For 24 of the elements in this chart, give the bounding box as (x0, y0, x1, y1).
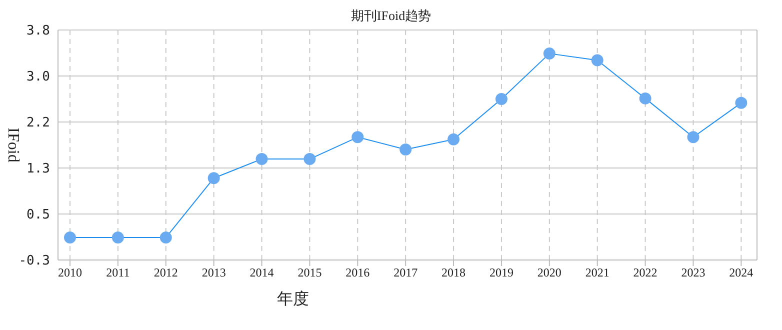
y-tick-label: 1.3 (26, 162, 50, 177)
x-tick-label: 2010 (58, 266, 82, 280)
y-tick-label: 2.2 (26, 116, 50, 131)
y-tick-label: 3.8 (26, 24, 50, 39)
y-tick-label: -0.3 (18, 254, 50, 269)
x-tick-label: 2015 (298, 266, 322, 280)
chart-title: 期刊IFoid趋势 (350, 7, 432, 25)
x-tick-label: 2012 (154, 266, 178, 280)
y-axis-title: IFoid (4, 128, 22, 162)
x-tick-label: 2011 (106, 266, 130, 280)
x-tick-label: 2016 (346, 266, 370, 280)
x-axis-title: 年度 (277, 290, 309, 310)
x-tick-label: 2022 (633, 266, 658, 280)
x-tick-label: 2019 (489, 266, 514, 280)
x-tick-label: 2020 (537, 266, 562, 280)
x-tick-label: 2017 (394, 266, 418, 280)
x-tick-label: 2014 (250, 266, 274, 280)
x-tick-label: 2018 (442, 266, 466, 280)
x-tick-label: 2013 (202, 266, 226, 280)
x-tick-label: 2023 (681, 266, 706, 280)
x-tick-label: 2021 (585, 266, 610, 280)
y-tick-label: 0.5 (26, 208, 50, 223)
y-tick-label: 3.0 (26, 70, 50, 85)
x-tick-label: 2024 (729, 266, 754, 280)
